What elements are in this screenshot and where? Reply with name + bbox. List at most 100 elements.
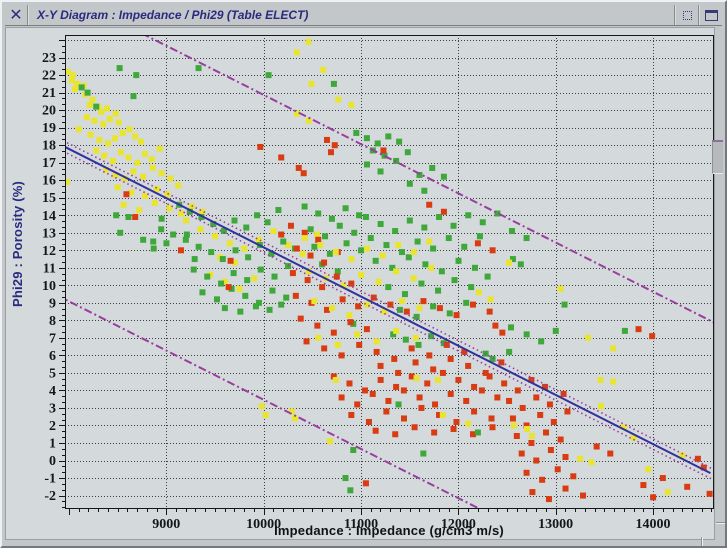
data-point-red xyxy=(471,383,478,390)
data-point-green xyxy=(484,273,491,280)
data-point-red xyxy=(543,429,550,436)
data-point-green xyxy=(621,327,628,334)
data-point-yellow xyxy=(584,334,591,341)
data-point-yellow xyxy=(68,77,75,84)
data-point-green xyxy=(158,215,165,222)
data-point-green xyxy=(195,243,202,250)
data-point-green xyxy=(140,236,147,243)
data-point-yellow xyxy=(311,298,318,305)
data-point-yellow xyxy=(334,341,341,348)
data-point-yellow xyxy=(630,434,637,441)
data-point-yellow xyxy=(348,101,355,108)
data-point-green xyxy=(351,229,358,236)
y-tick-label: 18 xyxy=(42,139,56,154)
data-point-red xyxy=(471,408,478,415)
y-tick-label: 7 xyxy=(49,331,56,346)
data-point-green xyxy=(230,270,237,277)
iconify-button[interactable] xyxy=(674,5,698,25)
data-point-yellow xyxy=(73,80,80,87)
fit-lines xyxy=(65,35,713,508)
tick-labels: 9000 10000 11000 12000 13000 14000-2-10123456… xyxy=(42,51,671,532)
data-point-green xyxy=(219,256,226,263)
y-tick-label: 14 xyxy=(42,209,56,224)
data-point-yellow xyxy=(134,159,141,166)
data-point-yellow xyxy=(166,205,173,212)
window-resize-handle[interactable] xyxy=(712,140,723,174)
data-point-yellow xyxy=(373,338,380,345)
confidence-band-lower xyxy=(65,151,713,481)
data-point-red xyxy=(519,404,526,411)
data-point-red xyxy=(513,432,520,439)
data-point-green xyxy=(78,84,85,91)
data-point-yellow xyxy=(354,331,361,338)
data-point-green xyxy=(130,93,137,100)
data-point-green xyxy=(244,277,251,284)
close-button[interactable]: ✕ xyxy=(5,5,29,25)
data-point-yellow xyxy=(291,415,298,422)
data-point-red xyxy=(355,303,362,310)
data-point-yellow xyxy=(393,268,400,275)
data-point-yellow xyxy=(183,217,190,224)
data-point-green xyxy=(397,306,404,313)
data-point-yellow xyxy=(109,157,116,164)
data-point-green xyxy=(406,217,413,224)
data-point-red xyxy=(365,418,372,425)
data-point-red xyxy=(545,496,552,503)
data-point-green xyxy=(404,149,411,156)
window-titlebar[interactable]: ✕ X-Y Diagram : Impedance / Phi29 (Table… xyxy=(5,5,722,26)
data-point-yellow xyxy=(175,182,182,189)
data-point-green xyxy=(285,263,292,270)
data-point-yellow xyxy=(393,327,400,334)
data-point-green xyxy=(150,238,157,245)
data-point-red xyxy=(289,270,296,277)
data-point-yellow xyxy=(91,117,98,124)
data-point-green xyxy=(336,222,343,229)
data-point-yellow xyxy=(664,489,671,496)
data-point-yellow xyxy=(119,129,126,136)
data-point-yellow xyxy=(71,86,78,93)
data-point-yellow xyxy=(178,210,185,217)
data-point-red xyxy=(372,427,379,434)
data-point-green xyxy=(278,301,285,308)
x-tick-label: 11000 xyxy=(344,517,378,532)
data-point-yellow xyxy=(416,305,423,312)
data-point-green xyxy=(242,292,249,299)
data-point-yellow xyxy=(510,422,517,429)
data-point-green xyxy=(343,240,350,247)
data-point-yellow xyxy=(156,145,163,152)
gridlines xyxy=(65,35,713,508)
data-point-red xyxy=(373,348,380,355)
data-point-yellow xyxy=(96,136,103,143)
data-point-red xyxy=(570,473,577,480)
data-point-green xyxy=(254,212,261,219)
data-point-red xyxy=(331,142,338,149)
data-point-red xyxy=(295,164,302,171)
data-point-yellow xyxy=(262,411,269,418)
plot-canvas[interactable]: 9000 10000 11000 12000 13000 14000 -2 -1 0 1 2 3 4 5 6… xyxy=(5,27,715,540)
data-point-yellow xyxy=(98,108,105,115)
data-point-green xyxy=(356,212,363,219)
data-point-yellow xyxy=(410,275,417,282)
data-point-red xyxy=(706,490,713,497)
maximize-button[interactable] xyxy=(698,5,722,25)
data-point-green xyxy=(465,212,472,219)
data-point-red xyxy=(537,411,544,418)
data-point-yellow xyxy=(141,150,148,157)
data-point-yellow xyxy=(197,226,204,233)
data-point-green xyxy=(401,291,408,298)
data-point-yellow xyxy=(221,278,228,285)
data-point-green xyxy=(455,257,462,264)
data-point-yellow xyxy=(105,140,112,147)
data-point-green xyxy=(377,168,384,175)
data-point-green xyxy=(414,238,421,245)
data-point-red xyxy=(411,424,418,431)
data-point-yellow xyxy=(506,259,513,266)
data-point-red xyxy=(474,240,481,247)
data-point-green xyxy=(367,235,374,242)
data-point-green xyxy=(315,210,322,217)
data-point-red xyxy=(327,149,334,156)
data-point-green xyxy=(363,161,370,168)
data-point-yellow xyxy=(270,228,277,235)
data-point-green xyxy=(395,401,402,408)
data-point-red xyxy=(321,345,328,352)
